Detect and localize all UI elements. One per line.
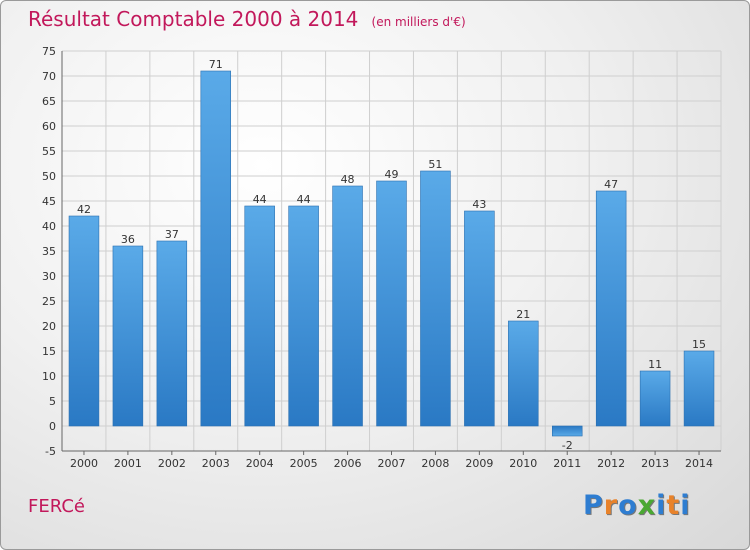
x-tick-label-2001: 2001: [114, 457, 142, 470]
data-label-2000: 42: [77, 203, 91, 216]
data-label-2004: 44: [253, 193, 267, 206]
x-tick-label-2005: 2005: [290, 457, 318, 470]
bar-2009: [464, 210, 495, 427]
title-block: Résultat Comptable 2000 à 2014 (en milli…: [28, 7, 466, 31]
commune-name: FERCé: [28, 496, 85, 517]
logo-letter: r: [603, 490, 619, 521]
x-tick-label-2007: 2007: [378, 457, 406, 470]
y-tick-label: 30: [42, 270, 56, 283]
bar-2007: [376, 180, 407, 427]
y-tick-label: 10: [42, 370, 56, 383]
chart-title: Résultat Comptable 2000 à 2014: [28, 7, 359, 31]
y-tick-label: 0: [49, 420, 56, 433]
x-tick-label-2010: 2010: [509, 457, 537, 470]
x-tick-label-2003: 2003: [202, 457, 230, 470]
bar-2001: [112, 245, 144, 427]
data-label-2007: 49: [385, 168, 399, 181]
y-tick-label: 65: [42, 95, 56, 108]
data-label-2014: 15: [692, 338, 706, 351]
bar-2011: [551, 425, 583, 437]
bar-2005: [288, 205, 319, 427]
label-layer: 42 36 37 71 44 44 48 49 51 43 21 -2 47 11 15: [77, 58, 706, 452]
data-label-2003: 71: [209, 58, 223, 71]
y-tick-label: 40: [42, 220, 56, 233]
data-label-2011: -2: [562, 439, 573, 452]
y-tick-label: -5: [45, 445, 56, 458]
y-tick-label: 75: [42, 45, 56, 58]
bar-2013: [639, 370, 671, 427]
data-label-2001: 36: [121, 233, 135, 246]
bar-2008: [420, 170, 451, 427]
x-tick-label-2011: 2011: [553, 457, 581, 470]
logo-letter: i: [656, 490, 667, 521]
data-label-2010: 21: [516, 308, 530, 321]
x-tick-label-2004: 2004: [246, 457, 274, 470]
bar-2006: [332, 185, 363, 427]
y-tick-label: 55: [42, 145, 56, 158]
logo-letter: t: [666, 490, 681, 521]
y-tick-label: 35: [42, 245, 56, 258]
data-label-2005: 44: [297, 193, 311, 206]
x-tick-label-2002: 2002: [158, 457, 186, 470]
logo-letter: o: [618, 490, 638, 521]
y-tick-label: 70: [42, 70, 56, 83]
y-tick-label: 15: [42, 345, 56, 358]
logo-letter: i: [680, 490, 691, 521]
y-tick-label: 45: [42, 195, 56, 208]
y-tick-label: 60: [42, 120, 56, 133]
data-label-2006: 48: [341, 173, 355, 186]
bar-2014: [683, 350, 715, 427]
proxiti-logo: Proxiti: [583, 490, 691, 521]
x-tick-label-2009: 2009: [465, 457, 493, 470]
y-tick-label: 50: [42, 170, 56, 183]
x-tick-label-2006: 2006: [334, 457, 362, 470]
bar-2003: [200, 70, 232, 427]
y-tick-label: 5: [49, 395, 56, 408]
chart-subtitle: (en milliers d'€): [371, 15, 466, 29]
data-label-2012: 47: [604, 178, 618, 191]
data-label-2008: 51: [428, 158, 442, 171]
bar-2012: [595, 190, 627, 427]
y-tick-label: 20: [42, 320, 56, 333]
x-tick-label-2008: 2008: [421, 457, 449, 470]
axis-layer: -5 0 5 10 15 20 25 30 35 40 45 50 55 60 65 70 75 2000 2001…: [42, 45, 721, 470]
x-tick-label-2012: 2012: [597, 457, 625, 470]
bar-2002: [156, 240, 188, 427]
logo-letter: P: [583, 490, 604, 521]
x-tick-label-2014: 2014: [685, 457, 713, 470]
x-tick-label-2013: 2013: [641, 457, 669, 470]
data-label-2013: 11: [648, 358, 662, 371]
x-tick-label-2000: 2000: [70, 457, 98, 470]
bar-2000: [68, 215, 100, 427]
bar-2010: [508, 320, 539, 427]
logo-letter: x: [637, 490, 657, 521]
data-label-2009: 43: [472, 198, 486, 211]
bar-layer: [68, 70, 715, 437]
data-label-2002: 37: [165, 228, 179, 241]
y-tick-label: 25: [42, 295, 56, 308]
bar-2004: [244, 205, 275, 427]
